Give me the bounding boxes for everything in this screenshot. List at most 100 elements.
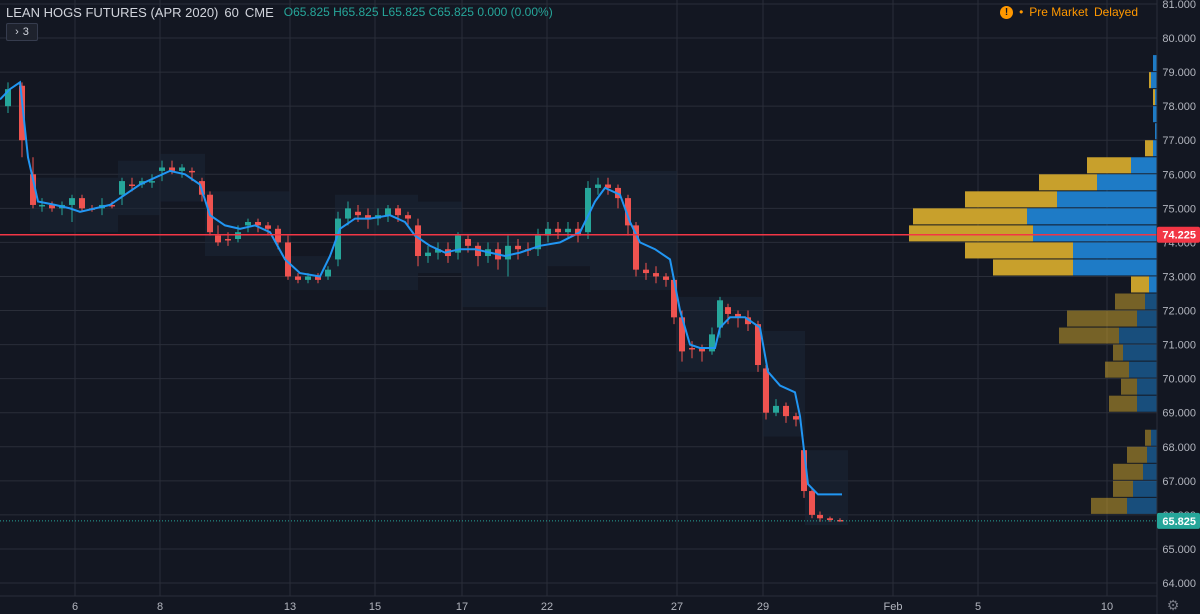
volume-profile-bar-up [1113, 344, 1123, 361]
interval[interactable]: 60 [224, 4, 239, 20]
candle-body [809, 491, 815, 515]
candle-body [5, 89, 11, 107]
volume-profile-bar-down [1133, 480, 1157, 497]
candle-body [245, 221, 251, 226]
candle-body [801, 450, 807, 492]
volume-profile-bar-up [1087, 157, 1131, 174]
candle-body [69, 198, 75, 205]
price-tick-label: 71.000 [1162, 340, 1196, 352]
volume-profile-bar-up [1153, 89, 1155, 106]
symbol-header: LEAN HOGS FUTURES (APR 2020) 60 CME O65.… [6, 3, 553, 21]
candle-body [315, 276, 321, 280]
candle-body [189, 170, 195, 173]
volume-profile-bar-down [1145, 293, 1157, 310]
volume-profile-bar-down [1057, 191, 1157, 208]
volume-profile-bar-up [1039, 174, 1097, 191]
candle-body [717, 300, 723, 328]
gear-icon[interactable]: ⚙ [1166, 597, 1180, 613]
candle-body [709, 334, 715, 352]
data-mode-label: Delayed [1093, 5, 1138, 19]
poc-price-tag: 74.225 [1162, 230, 1196, 242]
volume-profile-bar-up [1127, 446, 1147, 463]
candle-body [555, 228, 561, 233]
last-price-tag: 65.825 [1162, 516, 1196, 528]
market-status[interactable]: ! • Pre Market Delayed [1000, 3, 1138, 21]
candle-body [793, 416, 799, 420]
price-tick-label: 78.000 [1162, 101, 1196, 113]
candle-body [395, 208, 401, 216]
candle-body [605, 184, 611, 188]
volume-profile-bar-down [1155, 123, 1157, 140]
high-value: H65.825 [333, 5, 379, 19]
volume-profile-bar-up [993, 259, 1073, 276]
candle-body [109, 204, 115, 207]
open-value: O65.825 [283, 5, 330, 19]
candle-body [817, 514, 823, 519]
price-tick-label: 64.000 [1162, 578, 1196, 590]
volume-profile-bar-up [1113, 480, 1133, 497]
indicators-toggle-button[interactable]: › 3 [6, 23, 38, 41]
change-value: 0.000 (0.00%) [477, 5, 553, 19]
candle-body [505, 245, 511, 260]
candle-body [663, 276, 669, 280]
indicator-count: 3 [22, 26, 29, 38]
candle-body [255, 221, 261, 226]
volume-profile-bar-down [1147, 446, 1157, 463]
volume-profile-bar-down [1123, 344, 1157, 361]
volume-profile [909, 55, 1157, 514]
volume-profile-bar-down [1149, 276, 1157, 293]
symbol-name[interactable]: LEAN HOGS FUTURES (APR 2020) [6, 4, 219, 20]
volume-profile-bar-up [1145, 429, 1151, 446]
volume-profile-bar-down [1137, 310, 1157, 327]
candle-body [633, 225, 639, 270]
volume-profile-bar-down [1033, 225, 1157, 242]
volume-profile-bar-up [1145, 140, 1153, 157]
volume-profile-bar-down [1143, 463, 1157, 480]
time-tick-label: 17 [456, 601, 468, 613]
ohlc-values: O65.825 H65.825 L65.825 C65.825 0.000 (0… [284, 5, 553, 19]
volume-profile-bar-down [1073, 242, 1157, 259]
volume-profile-bar-up [1059, 327, 1119, 344]
volume-profile-bar-up [1091, 497, 1127, 514]
candle-body [295, 276, 301, 280]
candle-body [773, 405, 779, 413]
low-value: L65.825 [381, 5, 426, 19]
volume-profile-bar-up [965, 191, 1057, 208]
price-tick-label: 80.000 [1162, 33, 1196, 45]
candle-body [425, 252, 431, 257]
price-tick-label: 75.000 [1162, 203, 1196, 215]
candle-body [535, 235, 541, 250]
volume-profile-bar-down [1151, 72, 1157, 89]
warning-icon: ! [1000, 5, 1014, 19]
time-tick-label: Feb [884, 601, 903, 613]
candle-body [325, 269, 331, 277]
volume-profile-bar-down [1155, 89, 1157, 106]
volume-profile-bar-down [1027, 208, 1157, 225]
candle-body [19, 85, 25, 141]
candle-body [783, 405, 789, 417]
session-box [462, 232, 547, 308]
poc-price-tag-bg [1157, 226, 1200, 243]
candle-body [30, 174, 36, 205]
candle-body [671, 279, 677, 318]
volume-profile-bar-down [1097, 174, 1157, 191]
status-dot-icon: • [1019, 5, 1024, 19]
session-box [763, 330, 805, 437]
time-axis[interactable]: 6 8 13 15 17 22 27 29 Feb 5 10 [0, 595, 1157, 613]
price-tick-label: 73.000 [1162, 271, 1196, 283]
price-tick-label: 76.000 [1162, 169, 1196, 181]
candle-body [725, 307, 731, 314]
candle-body [643, 269, 649, 274]
candle-body [39, 204, 45, 207]
volume-profile-bar-up [909, 225, 1033, 242]
price-tick-label: 79.000 [1162, 67, 1196, 79]
time-tick-label: 29 [757, 601, 769, 613]
candle-body [149, 181, 155, 183]
price-tick-label: 77.000 [1162, 135, 1196, 147]
exchange: CME [244, 4, 274, 20]
candle-body [305, 276, 311, 280]
time-tick-label: 10 [1101, 601, 1113, 613]
candle-body [49, 204, 55, 209]
time-tick-label: 6 [72, 601, 78, 613]
